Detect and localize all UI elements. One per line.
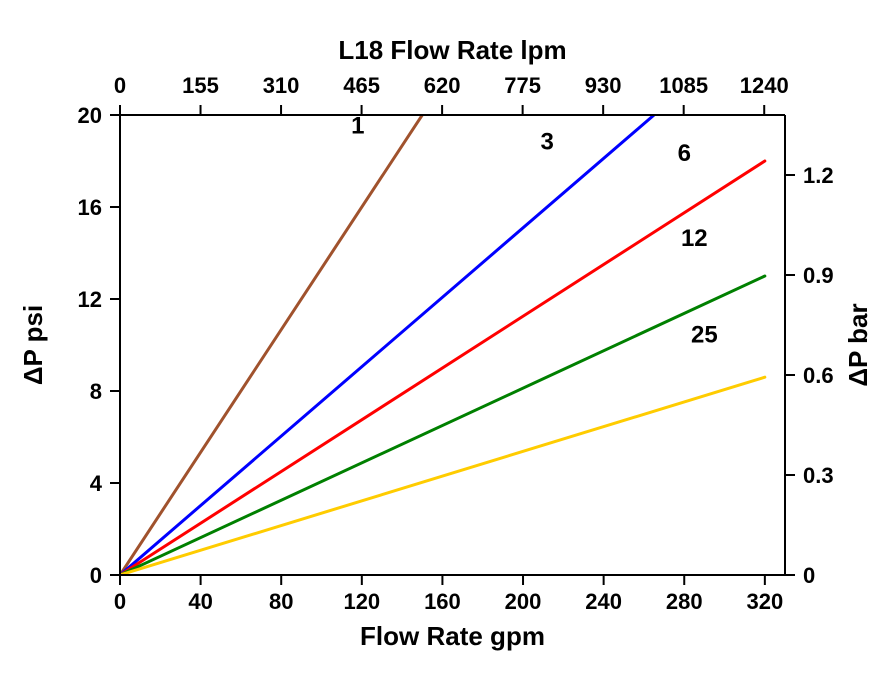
ytick-right-label: 0 bbox=[803, 563, 815, 588]
xtick-bottom-label: 240 bbox=[585, 589, 622, 614]
xtick-bottom-label: 0 bbox=[114, 589, 126, 614]
series-label-25: 25 bbox=[691, 322, 718, 349]
xtick-bottom-label: 320 bbox=[746, 589, 783, 614]
xtick-top-label: 1240 bbox=[740, 73, 789, 98]
ytick-left-label: 12 bbox=[78, 287, 102, 312]
ytick-left-label: 16 bbox=[78, 195, 102, 220]
series-label-3: 3 bbox=[541, 129, 554, 156]
xtick-bottom-label: 120 bbox=[343, 589, 380, 614]
ytick-left-label: 8 bbox=[90, 379, 102, 404]
ytick-left-label: 0 bbox=[90, 563, 102, 588]
xtick-bottom-label: 40 bbox=[188, 589, 212, 614]
y-right-title: ΔP bar bbox=[843, 303, 873, 386]
x-bottom-title: Flow Rate gpm bbox=[360, 621, 545, 651]
series-label-12: 12 bbox=[681, 225, 708, 252]
xtick-top-label: 1085 bbox=[659, 73, 708, 98]
xtick-top-label: 155 bbox=[182, 73, 219, 98]
chart-container: 04080120160200240280320Flow Rate gpm0155… bbox=[0, 0, 884, 684]
xtick-top-label: 930 bbox=[585, 73, 622, 98]
line-chart: 04080120160200240280320Flow Rate gpm0155… bbox=[0, 0, 884, 684]
series-label-6: 6 bbox=[678, 140, 691, 167]
ytick-left-label: 4 bbox=[90, 471, 103, 496]
xtick-top-label: 775 bbox=[504, 73, 541, 98]
ytick-right-label: 0.6 bbox=[803, 363, 834, 388]
ytick-right-label: 0.9 bbox=[803, 263, 834, 288]
xtick-top-label: 310 bbox=[263, 73, 300, 98]
ytick-left-label: 20 bbox=[78, 103, 102, 128]
xtick-bottom-label: 200 bbox=[505, 589, 542, 614]
xtick-bottom-label: 280 bbox=[666, 589, 703, 614]
xtick-bottom-label: 80 bbox=[269, 589, 293, 614]
xtick-top-label: 620 bbox=[424, 73, 461, 98]
series-label-1: 1 bbox=[351, 112, 364, 139]
xtick-top-label: 465 bbox=[343, 73, 380, 98]
xtick-bottom-label: 160 bbox=[424, 589, 461, 614]
y-left-title: ΔP psi bbox=[18, 305, 48, 385]
x-top-title: L18 Flow Rate lpm bbox=[338, 35, 566, 65]
xtick-top-label: 0 bbox=[114, 73, 126, 98]
ytick-right-label: 0.3 bbox=[803, 463, 834, 488]
ytick-right-label: 1.2 bbox=[803, 163, 834, 188]
